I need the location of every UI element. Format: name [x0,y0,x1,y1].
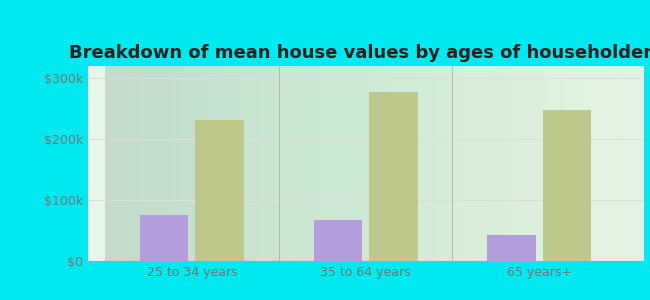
Bar [140,215,188,261]
Bar [196,120,244,261]
Bar [488,236,536,261]
Title: Breakdown of mean house values by ages of householders: Breakdown of mean house values by ages o… [69,44,650,62]
Bar [543,110,592,261]
Bar [369,92,418,261]
Bar [313,220,362,261]
